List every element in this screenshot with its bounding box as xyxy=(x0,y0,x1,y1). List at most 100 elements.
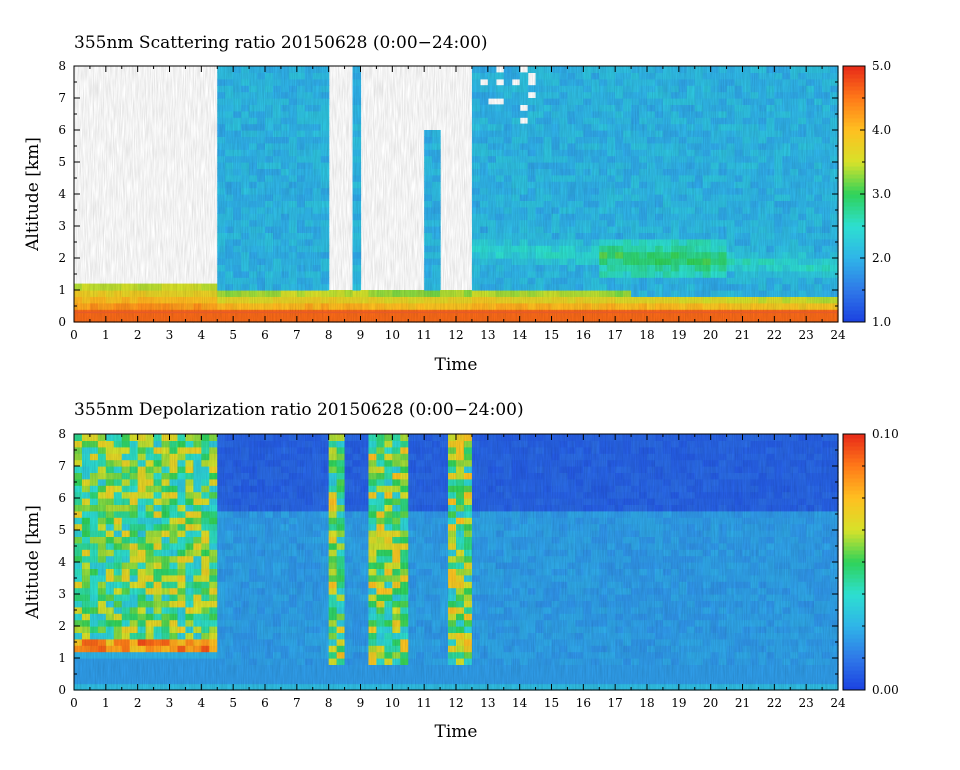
colorbar-segment xyxy=(843,286,865,291)
x-tick-label: 20 xyxy=(703,328,718,342)
colorbar-segment xyxy=(843,238,865,243)
colorbar-segment xyxy=(843,266,865,271)
x-tick-label: 8 xyxy=(325,328,333,342)
colorbar-segment xyxy=(843,138,865,143)
colorbar-segment xyxy=(843,270,865,275)
colorbar-segment xyxy=(843,170,865,175)
colorbar-segment xyxy=(843,302,865,307)
colorbar-tick-label: 1.0 xyxy=(872,315,891,329)
colorbar-segment xyxy=(843,242,865,247)
depolarization-ratio-panel: 355nm Depolarization ratio 20150628 (0:0… xyxy=(23,400,899,742)
x-tick-label: 21 xyxy=(735,328,750,342)
colorbar-segment xyxy=(843,306,865,311)
y-tick-label: 2 xyxy=(58,251,66,265)
x-tick-label: 3 xyxy=(166,328,174,342)
x-tick-label: 22 xyxy=(767,328,782,342)
x-tick-label: 15 xyxy=(544,328,559,342)
y-tick-label: 4 xyxy=(58,187,66,201)
colorbar-segment xyxy=(843,210,865,215)
colorbar-segment xyxy=(843,66,865,71)
plot-area xyxy=(74,66,839,323)
colorbar-segment xyxy=(843,154,865,159)
x-tick-label: 18 xyxy=(639,328,654,342)
colorbar-segment xyxy=(843,130,865,135)
chart-title: 355nm Depolarization ratio 20150628 (0:0… xyxy=(74,400,524,420)
colorbar-segment xyxy=(843,182,865,187)
colorbar-segment xyxy=(843,82,865,87)
colorbar-segment xyxy=(843,250,865,255)
x-tick-label: 16 xyxy=(576,328,591,342)
plot-area xyxy=(74,434,839,691)
x-tick-label: 11 xyxy=(417,328,432,342)
y-tick-label: 3 xyxy=(58,219,66,233)
colorbar-segment xyxy=(843,278,865,283)
colorbar-segment xyxy=(843,314,865,319)
colorbar-segment xyxy=(843,222,865,227)
colorbar-segment xyxy=(843,150,865,155)
texture-overlay xyxy=(74,66,838,322)
scattering-ratio-panel: 355nm Scattering ratio 20150628 (0:00−24… xyxy=(23,33,891,375)
x-tick-label: 5 xyxy=(229,328,237,342)
colorbar-segment xyxy=(843,258,865,263)
colorbar-segment xyxy=(843,230,865,235)
y-tick-label: 6 xyxy=(58,123,66,137)
colorbar-segment xyxy=(843,310,865,315)
x-tick-label: 24 xyxy=(830,328,846,342)
colorbar-tick-label: 3.0 xyxy=(872,187,891,201)
colorbar-segment xyxy=(843,166,865,171)
colorbar-segment xyxy=(843,294,865,299)
x-tick-label: 4 xyxy=(198,328,206,342)
colorbar-segment xyxy=(843,90,865,95)
colorbar-segment xyxy=(843,134,865,139)
x-tick-label: 9 xyxy=(357,328,365,342)
x-tick-label: 7 xyxy=(293,328,301,342)
colorbar-segment xyxy=(843,198,865,203)
colorbar-segment xyxy=(843,162,865,167)
colorbar-segment xyxy=(843,126,865,131)
colorbar-segment xyxy=(843,106,865,111)
colorbar-tick-label: 4.0 xyxy=(872,123,891,137)
colorbar-segment xyxy=(843,234,865,239)
y-tick-label: 8 xyxy=(58,59,66,73)
colorbar-segment xyxy=(843,254,865,259)
colorbar-segment xyxy=(843,158,865,163)
colorbar-tick-label: 5.0 xyxy=(872,59,891,73)
y-axis-label: Altitude [km] xyxy=(23,137,43,252)
y-tick-label: 1 xyxy=(58,283,66,297)
colorbar-segment xyxy=(843,110,865,115)
x-tick-label: 6 xyxy=(261,328,269,342)
colorbar-segment xyxy=(843,274,865,279)
x-tick-label: 17 xyxy=(608,328,623,342)
colorbar-segment xyxy=(843,246,865,251)
colorbar-segment xyxy=(843,318,865,323)
x-tick-label: 14 xyxy=(512,328,528,342)
colorbar-segment xyxy=(843,94,865,99)
y-tick-label: 0 xyxy=(58,315,66,329)
x-tick-label: 12 xyxy=(448,328,463,342)
colorbar-segment xyxy=(843,226,865,231)
colorbar: 1.0 2.0 3.0 4.0 5.0 xyxy=(842,59,891,329)
x-tick-label: 1 xyxy=(102,328,110,342)
colorbar-segment xyxy=(843,118,865,123)
colorbar-segment xyxy=(843,78,865,83)
colorbar-segment xyxy=(843,190,865,195)
colorbar-segment xyxy=(843,282,865,287)
x-tick-label: 13 xyxy=(480,328,495,342)
colorbar-segment xyxy=(843,194,865,199)
colorbar-segment xyxy=(843,102,865,107)
x-tick-label: 19 xyxy=(671,328,686,342)
x-tick-label: 0 xyxy=(70,328,78,342)
colorbar-segment xyxy=(843,186,865,191)
colorbar-segment xyxy=(843,74,865,79)
colorbar-tick-label: 2.0 xyxy=(872,251,891,265)
colorbar-segment xyxy=(843,122,865,127)
colorbar-segment xyxy=(843,174,865,179)
colorbar-segment xyxy=(843,146,865,151)
y-tick-label: 5 xyxy=(58,155,66,169)
x-tick-label: 23 xyxy=(799,328,814,342)
y-tick-label: 7 xyxy=(58,91,66,105)
colorbar-segment xyxy=(843,142,865,147)
colorbar-segment xyxy=(843,70,865,75)
colorbar-segment xyxy=(843,86,865,91)
